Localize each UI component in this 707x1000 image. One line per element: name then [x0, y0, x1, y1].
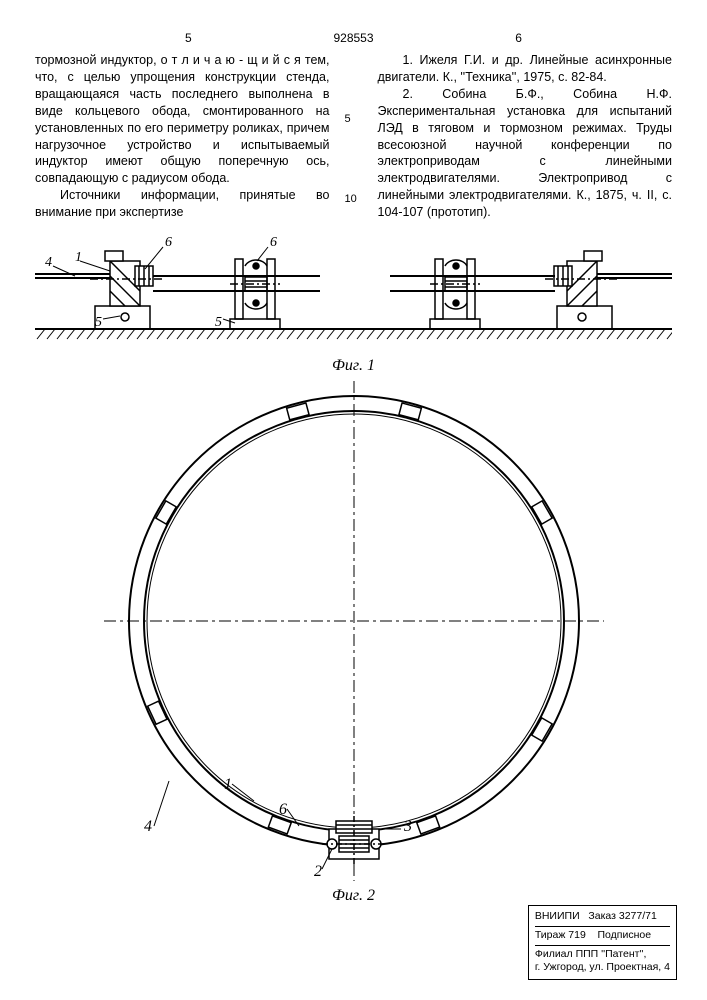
doc-number: 928553	[297, 30, 409, 46]
line-number-gutter: 5 10	[345, 52, 363, 221]
print-order: Заказ 3277/71	[588, 910, 656, 922]
figure-1: 4 1 5 6 5 6	[35, 231, 672, 351]
print-tirazh: Тираж 719	[535, 929, 586, 941]
fig1-ref-6b: 6	[270, 235, 277, 250]
right-column: 1. Ижеля Г.И. и др. Линейные асинхронные…	[378, 52, 673, 221]
page-header: 5 928553 6	[35, 30, 672, 46]
fig2-ref-2: 2	[314, 863, 322, 880]
line-num-10: 10	[345, 192, 357, 207]
text-columns: тормозной индуктор, о т л и ч а ю - щ и …	[35, 52, 672, 221]
col-num-left: 5	[35, 30, 297, 46]
fig1-ref-5b: 5	[215, 315, 222, 330]
print-branch: Филиал ППП ''Патент'',	[535, 948, 670, 962]
figures-area: 4 1 5 6 5 6 Фиг. 1	[35, 231, 672, 906]
fig2-ref-1: 1	[224, 776, 232, 793]
fig2-caption: Фиг. 2	[35, 885, 672, 907]
fig1-ref-5a: 5	[95, 315, 102, 330]
fig1-ref-6a: 6	[165, 235, 172, 250]
fig2-ref-6: 6	[279, 801, 287, 818]
fig1-ref-1: 1	[75, 250, 82, 265]
right-p2: 2. Собина Б.Ф., Собина Н.Ф. Эксперимента…	[378, 86, 673, 221]
print-info: ВНИИПИ Заказ 3277/71 Тираж 719 Подписное…	[528, 905, 677, 980]
line-num-5: 5	[345, 112, 351, 127]
figure-2: 1 6 4 3 2	[104, 381, 604, 881]
right-p1: 1. Ижеля Г.И. и др. Линейные асинхронные…	[378, 52, 673, 86]
col-num-right: 6	[410, 30, 672, 46]
left-column: тормозной индуктор, о т л и ч а ю - щ и …	[35, 52, 330, 221]
left-p2: Источники информации, принятые во вниман…	[35, 187, 330, 221]
fig1-caption: Фиг. 1	[35, 355, 672, 377]
fig2-ref-3: 3	[403, 818, 412, 835]
print-vniipi: ВНИИПИ	[535, 910, 580, 922]
fig2-ref-4: 4	[144, 818, 152, 835]
fig1-ref-4: 4	[45, 255, 52, 270]
left-p1: тормозной индуктор, о т л и ч а ю - щ и …	[35, 52, 330, 187]
print-subscription: Подписное	[597, 929, 651, 941]
print-address: г. Ужгород, ул. Проектная, 4	[535, 961, 670, 975]
